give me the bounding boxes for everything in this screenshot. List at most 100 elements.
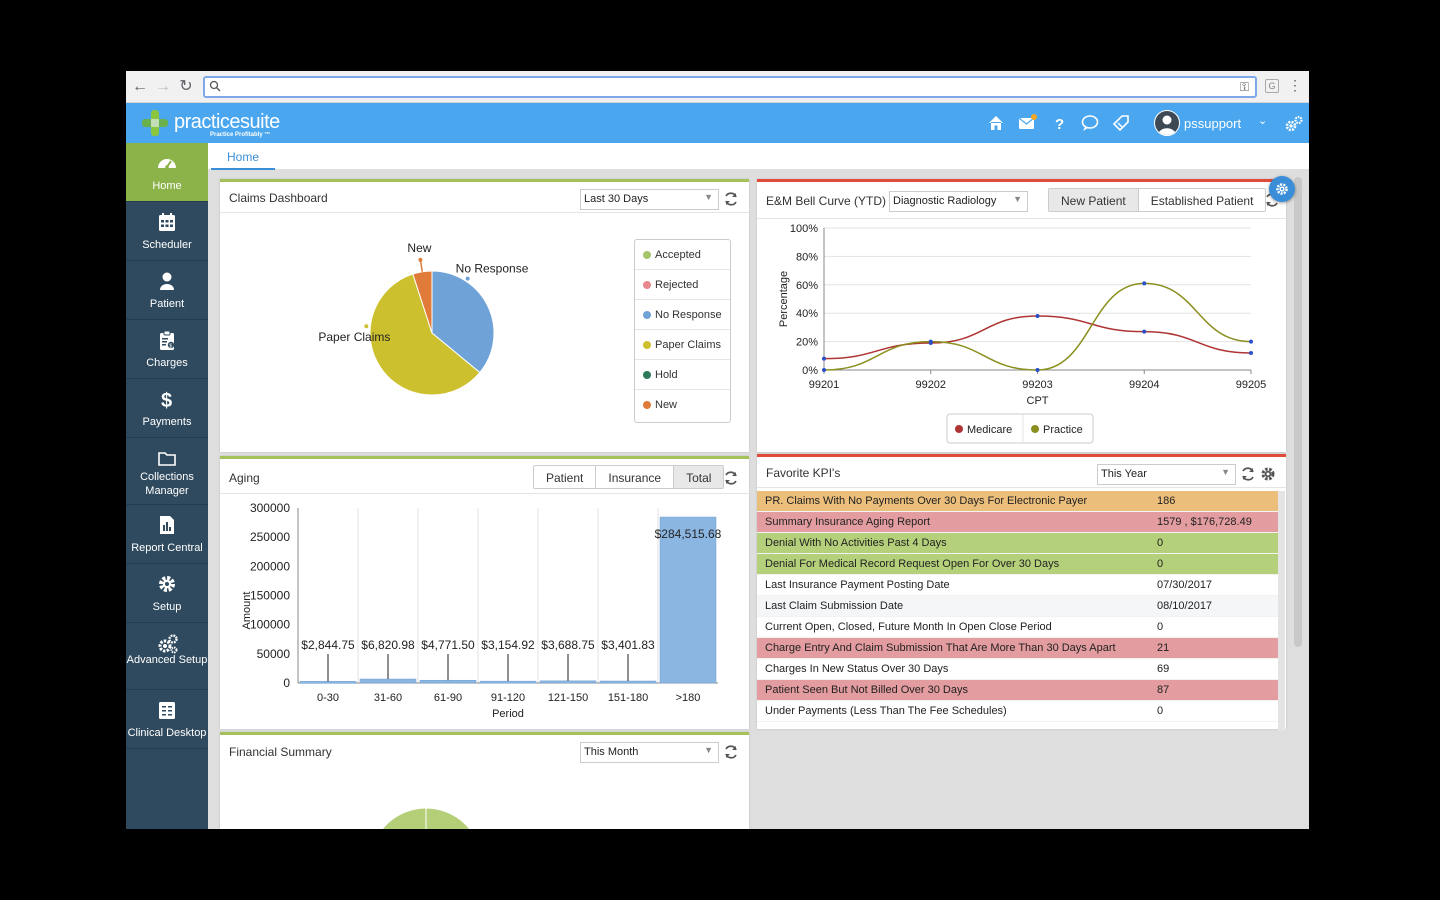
chat-icon[interactable] xyxy=(1080,113,1100,133)
new-patient-button[interactable]: New Patient xyxy=(1049,189,1139,211)
sidebar-item-scheduler[interactable]: Scheduler xyxy=(126,202,208,261)
y-axis-title: Amount xyxy=(241,592,253,630)
caret-down-icon: ▼ xyxy=(704,745,713,755)
series-point xyxy=(1249,339,1253,344)
sidebar-item-payments[interactable]: $ Payments xyxy=(126,379,208,438)
gear-icon[interactable] xyxy=(1260,466,1276,482)
key-icon[interactable]: ⚿ xyxy=(1239,80,1249,94)
y-tick-label: 250000 xyxy=(250,530,290,544)
table-row[interactable]: Last Claim Submission Date 08/10/2017 xyxy=(757,596,1280,617)
legend-no-response[interactable]: No Response xyxy=(635,300,730,330)
series-point xyxy=(1035,314,1040,319)
panel-divider xyxy=(757,218,1286,219)
refresh-icon[interactable] xyxy=(1240,466,1256,482)
sidebar-item-collections-manager[interactable]: Collections Manager xyxy=(126,438,208,505)
sidebar-item-advanced-setup[interactable]: Advanced Setup xyxy=(126,623,208,690)
sidebar-item-report-central[interactable]: Report Central xyxy=(126,505,208,564)
sidebar-item-clinical-desktop[interactable]: Clinical Desktop xyxy=(126,690,208,749)
legend-paper-claims[interactable]: Paper Claims xyxy=(635,330,730,360)
legend-new[interactable]: New xyxy=(635,390,730,420)
home-icon[interactable] xyxy=(986,113,1006,133)
table-row[interactable]: Patient Seen But Not Billed Over 30 Days… xyxy=(757,680,1280,701)
claims-period-select[interactable]: Last 30 Days ▼ xyxy=(580,189,719,210)
y-tick-label: 50000 xyxy=(257,647,291,661)
calendar-icon xyxy=(159,213,175,231)
legend-dot-medicare xyxy=(955,425,963,433)
specialty-select[interactable]: Diagnostic Radiology ▼ xyxy=(889,191,1028,212)
address-bar[interactable]: ⚿ xyxy=(203,76,1257,98)
dollar-icon: $ xyxy=(161,390,172,409)
caret-down-icon: ▼ xyxy=(1221,467,1230,477)
reload-icon[interactable]: ↻ xyxy=(179,78,193,95)
data-label: $284,515.68 xyxy=(655,527,722,541)
aging-insurance-button[interactable]: Insurance xyxy=(596,466,675,488)
browser-window: ← → ↻ ⚿ G ⋮ practicesuite Practice Profi… xyxy=(126,71,1309,829)
panel-title: Claims Dashboard xyxy=(229,191,328,205)
pie-slice-1 xyxy=(381,807,427,829)
practicesuite-logo[interactable]: practicesuite Practice Profitably ™ xyxy=(140,106,290,140)
data-label: $4,771.50 xyxy=(421,638,475,652)
dashboard-settings-button[interactable] xyxy=(1269,176,1295,202)
sidebar-item-setup[interactable]: Setup xyxy=(126,564,208,623)
data-label: $3,688.75 xyxy=(541,638,595,652)
legend-label: No Response xyxy=(655,309,722,321)
em-line-chart: 0% 20% 40% 60% 80% 100% 99201 99202 99203 99204 99… xyxy=(778,223,1266,444)
sidebar-item-home[interactable]: Home xyxy=(126,143,208,202)
data-label: $6,820.98 xyxy=(361,638,415,652)
financial-period-select[interactable]: This Month ▼ xyxy=(580,742,719,763)
extension-icon[interactable]: G xyxy=(1265,79,1279,93)
legend-dot xyxy=(643,401,651,409)
legend-rejected[interactable]: Rejected xyxy=(635,270,730,300)
aging-patient-button[interactable]: Patient xyxy=(534,466,597,488)
gear-icon xyxy=(159,576,175,592)
table-row[interactable]: Summary Insurance Aging Report 1579 , $17… xyxy=(757,512,1280,533)
clinical-icon xyxy=(159,702,175,719)
refresh-icon[interactable] xyxy=(723,744,739,760)
panel-title: E&M Bell Curve (YTD) xyxy=(766,194,887,208)
sidebar-item-label: Charges xyxy=(146,357,188,369)
financial-pie-chart xyxy=(381,807,471,829)
page-scrollbar[interactable] xyxy=(1294,177,1302,647)
forward-icon[interactable]: → xyxy=(155,78,171,95)
legend-label-practice: Practice xyxy=(1043,424,1083,436)
kpi-period-select[interactable]: This Year ▼ xyxy=(1097,464,1236,485)
tab-home[interactable]: Home xyxy=(211,143,276,170)
table-row[interactable]: Under Payments (Less Than The Fee Schedu… xyxy=(757,701,1280,722)
select-value: This Month xyxy=(584,746,639,758)
legend-hold[interactable]: Hold xyxy=(635,360,730,390)
settings-gears-icon[interactable] xyxy=(1284,114,1304,134)
y-tick-label: 60% xyxy=(796,280,818,292)
legend-box xyxy=(946,413,1094,444)
x-tick-label: 121-150 xyxy=(548,692,588,704)
em-bell-curve-panel: E&M Bell Curve (YTD) Diagnostic Radiolog… xyxy=(757,179,1286,452)
back-icon[interactable]: ← xyxy=(132,78,148,95)
sidebar-item-patient[interactable]: Patient xyxy=(126,261,208,320)
gear-icon xyxy=(1276,183,1288,195)
table-row[interactable]: Denial For Medical Record Request Open F… xyxy=(757,554,1280,575)
legend-accepted[interactable]: Accepted xyxy=(635,240,730,270)
refresh-icon[interactable] xyxy=(723,470,739,486)
refresh-icon[interactable] xyxy=(723,191,739,207)
kpi-value: 1579 , $176,728.49 xyxy=(1157,516,1252,528)
table-row[interactable]: Charge Entry And Claim Submission That A… xyxy=(757,638,1280,659)
panel-divider xyxy=(757,487,1286,488)
table-row[interactable]: Current Open, Closed, Future Month In Op… xyxy=(757,617,1280,638)
table-row[interactable]: Charges In New Status Over 30 Days 69 xyxy=(757,659,1280,680)
bar-61-90 xyxy=(419,679,477,684)
series-point xyxy=(1142,329,1147,334)
help-icon[interactable]: ? xyxy=(1049,113,1069,133)
table-row[interactable]: Denial With No Activities Past 4 Days 0 xyxy=(757,533,1280,554)
sidebar-item-label: Clinical Desktop xyxy=(127,727,207,739)
table-row[interactable]: Last Insurance Payment Posting Date 07/30… xyxy=(757,575,1280,596)
established-patient-button[interactable]: Established Patient xyxy=(1150,194,1254,208)
kpi-scrollbar[interactable] xyxy=(1278,491,1285,731)
brand-tagline: Practice Profitably ™ xyxy=(210,132,271,138)
tag-icon[interactable] xyxy=(1111,113,1131,133)
browser-menu-icon[interactable]: ⋮ xyxy=(1288,77,1302,93)
table-row[interactable]: PR. Claims With No Payments Over 30 Days… xyxy=(757,491,1280,512)
aging-total-button[interactable]: Total xyxy=(674,466,724,488)
sidebar-item-charges[interactable]: $ Charges xyxy=(126,320,208,379)
mail-icon[interactable] xyxy=(1017,113,1037,133)
kpi-value: 07/30/2017 xyxy=(1157,579,1213,591)
person-icon xyxy=(160,272,174,290)
